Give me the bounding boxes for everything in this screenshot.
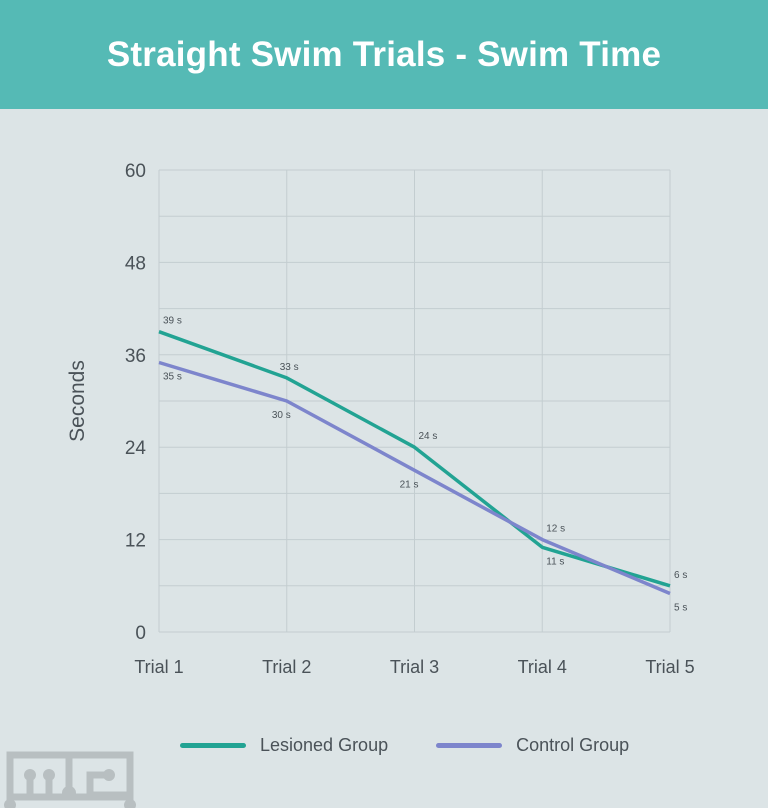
y-tick-label: 12: [125, 531, 146, 552]
title-banner: Straight Swim Trials - Swim Time: [0, 0, 768, 109]
line-chart: 0 12 24 36 48 60 Trial 1 Trial 2 Trial 3 Trial 4 T…: [66, 161, 695, 677]
data-label: 5 s: [674, 603, 687, 614]
legend: Lesioned Group Control Group: [180, 735, 677, 756]
data-label: 21 s: [400, 479, 419, 490]
legend-swatch-lesioned: [180, 743, 246, 748]
y-axis-label: Seconds: [66, 360, 89, 442]
data-label: 12 s: [546, 524, 565, 535]
x-tick-label: Trial 4: [518, 657, 567, 677]
x-tick-label: Trial 3: [390, 657, 439, 677]
legend-swatch-control: [436, 743, 503, 748]
legend-item-lesioned: Lesioned Group: [180, 735, 388, 756]
y-tick-label: 36: [125, 346, 146, 367]
legend-item-control: Control Group: [436, 735, 629, 756]
series-line-lesioned: [158, 330, 671, 588]
data-label: 11 s: [546, 556, 564, 567]
y-tick-label: 48: [125, 253, 146, 274]
data-label: 33 s: [280, 362, 299, 373]
data-label: 30 s: [272, 410, 291, 421]
y-tick-label: 24: [125, 438, 147, 459]
chart-title: Straight Swim Trials - Swim Time: [106, 34, 662, 74]
x-tick-label: Trial 1: [134, 657, 183, 677]
legend-label-lesioned: Lesioned Group: [260, 735, 389, 755]
x-tick-label: Trial 5: [645, 657, 694, 677]
data-label: 35 s: [163, 372, 182, 383]
data-label: 24 s: [419, 431, 438, 442]
data-label: 39 s: [163, 316, 182, 327]
logo-icon: [4, 751, 136, 808]
legend-label-control: Control Group: [516, 735, 630, 755]
x-tick-label: Trial 2: [262, 657, 311, 677]
series-line-control: [158, 360, 671, 596]
data-label: 6 s: [674, 570, 687, 581]
y-tick-label: 0: [135, 623, 146, 644]
y-tick-label: 60: [125, 161, 146, 182]
